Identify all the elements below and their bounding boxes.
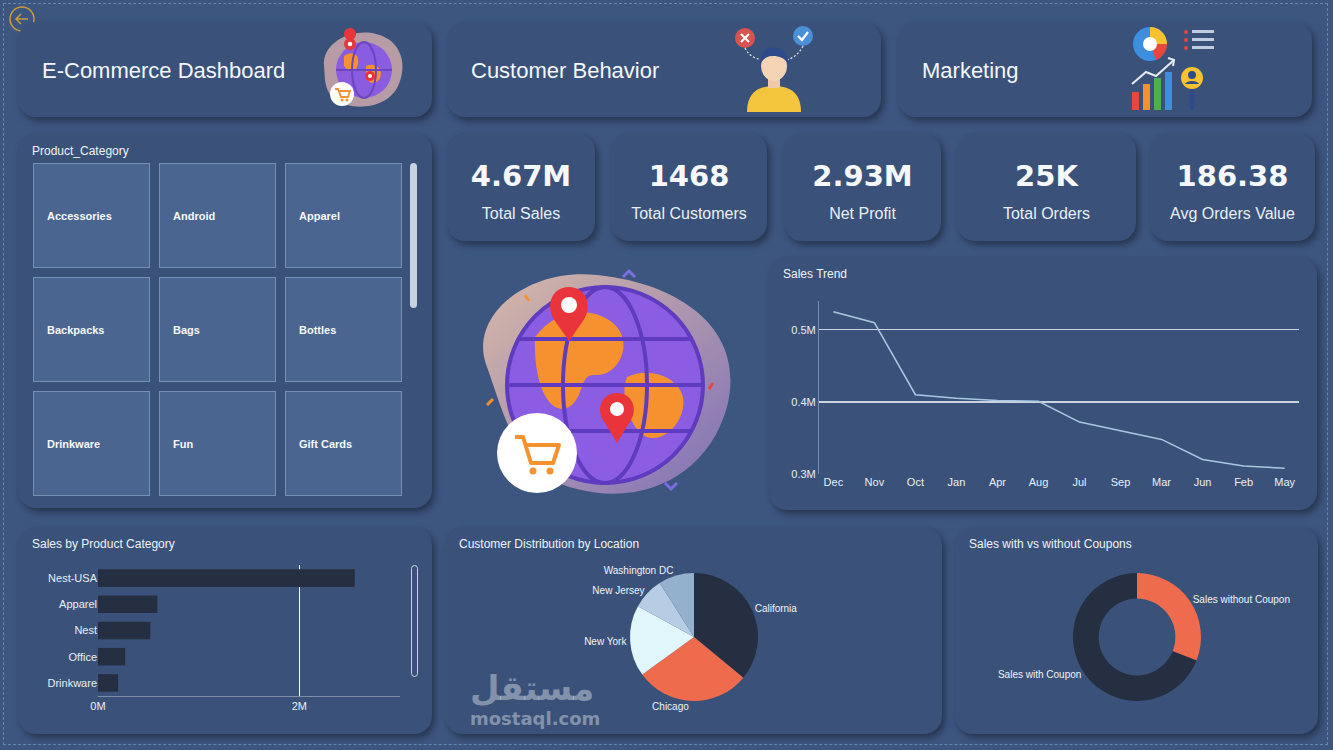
svg-text:Sales with Coupon: Sales with Coupon — [998, 669, 1081, 680]
html-text:Avg Orders Value: Avg Orders Value — [1170, 205, 1295, 222]
svg-text:Aug: Aug — [1029, 476, 1049, 488]
svg-text:Nov: Nov — [865, 476, 885, 488]
html-text:Apparel: Apparel — [299, 209, 340, 222]
html-text:Marketing: Marketing — [922, 58, 1019, 83]
svg-text:0.5M: 0.5M — [791, 324, 815, 336]
svg-text:Sep: Sep — [1111, 476, 1131, 488]
svg-text:Dec: Dec — [824, 476, 844, 488]
svg-text:Office: Office — [68, 651, 97, 663]
svg-text:0.4M: 0.4M — [791, 396, 815, 408]
html-text:Android: Android — [173, 209, 216, 222]
html-text:Drinkware: Drinkware — [47, 437, 101, 450]
html-text:Bottles: Bottles — [299, 323, 337, 336]
html-text:Net Profit: Net Profit — [829, 205, 896, 222]
html-text:186.38: 186.38 — [1176, 159, 1289, 193]
svg-text:2M: 2M — [292, 700, 307, 712]
html-text:Sales by Product Category: Sales by Product Category — [32, 537, 175, 551]
html-text:E-Commerce Dashboard: E-Commerce Dashboard — [42, 58, 286, 83]
html-text:Customer Behavior: Customer Behavior — [471, 58, 660, 83]
svg-text:Apr: Apr — [989, 476, 1006, 488]
html-text:4.67M: 4.67M — [470, 159, 572, 193]
html-text:مستقل: مستقل — [470, 668, 595, 708]
svg-text:Jan: Jan — [948, 476, 966, 488]
svg-text:Drinkware: Drinkware — [47, 677, 97, 689]
svg-text:Sales without Coupon: Sales without Coupon — [1193, 594, 1290, 605]
svg-text:0.3M: 0.3M — [791, 468, 815, 480]
svg-text:California: California — [755, 603, 798, 614]
html-text:Sales Trend: Sales Trend — [783, 267, 847, 281]
svg-text:Mar: Mar — [1152, 476, 1171, 488]
html-text:Fun: Fun — [173, 437, 194, 450]
svg-text:Jun: Jun — [1194, 476, 1212, 488]
html-text:Total Sales: Total Sales — [481, 205, 561, 222]
svg-text:Washington DC: Washington DC — [604, 565, 674, 576]
html-text:25K: 25K — [1015, 159, 1078, 193]
html-text:Gift Cards: Gift Cards — [299, 437, 353, 450]
html-text:Total Customers: Total Customers — [631, 205, 747, 222]
html-text:Bags: Bags — [173, 323, 200, 336]
svg-text:Nest-USA: Nest-USA — [48, 572, 98, 584]
html-text:Accessories: Accessories — [47, 209, 112, 222]
svg-text:Apparel: Apparel — [59, 598, 97, 610]
html-text:Product_Category: Product_Category — [32, 144, 129, 158]
html-text:1468: 1468 — [648, 159, 730, 193]
svg-text:Jul: Jul — [1072, 476, 1086, 488]
html-text:Customer Distribution by Locat: Customer Distribution by Location — [459, 537, 640, 551]
html-text:Sales with vs without Coupons: Sales with vs without Coupons — [969, 537, 1132, 551]
svg-text:Chicago: Chicago — [652, 701, 689, 712]
svg-text:Nest: Nest — [74, 624, 97, 636]
svg-text:0M: 0M — [90, 700, 105, 712]
html-text:Total Orders: Total Orders — [1002, 205, 1091, 222]
svg-text:Oct: Oct — [907, 476, 924, 488]
svg-text:May: May — [1274, 476, 1295, 488]
svg-text:New York: New York — [584, 636, 627, 647]
html-text:Backpacks: Backpacks — [47, 323, 105, 336]
html-text:mostaql.com: mostaql.com — [470, 708, 601, 729]
svg-text:Feb: Feb — [1234, 476, 1253, 488]
html-text:2.93M: 2.93M — [812, 159, 913, 193]
svg-text:New Jersey: New Jersey — [592, 585, 644, 596]
